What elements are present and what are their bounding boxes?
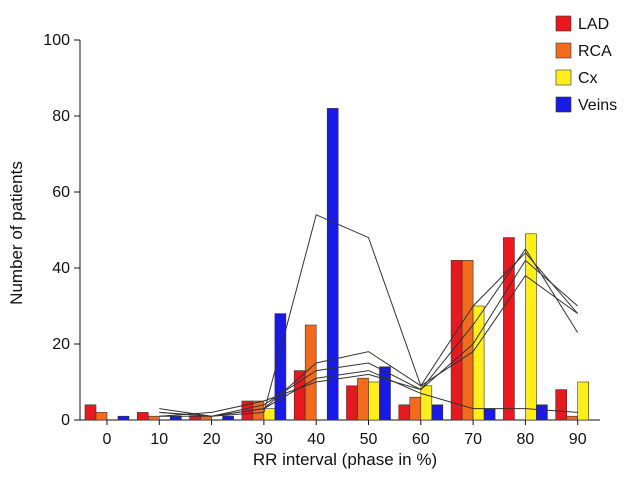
bar-lad [503, 237, 515, 421]
bar-cx [577, 381, 590, 421]
x-tick-label: 10 [150, 431, 168, 448]
x-tick-label: 60 [412, 431, 430, 448]
trend-line [159, 214, 579, 417]
legend-label-lad: LAD [578, 16, 609, 33]
x-tick-label: 40 [307, 431, 325, 448]
bar-veins [483, 408, 496, 421]
bar-rca [95, 412, 108, 421]
bar-rca [148, 415, 160, 421]
bar-veins [274, 313, 287, 421]
bar-lad [555, 389, 568, 421]
legend-swatch-cx [555, 69, 572, 86]
bar-veins [117, 415, 130, 421]
trend-line [159, 248, 579, 417]
bar-rca [566, 415, 579, 421]
trend-line [159, 370, 578, 417]
bar-lad [398, 404, 411, 421]
x-tick-label: 80 [517, 431, 535, 448]
axes-group [79, 40, 600, 421]
x-tick-label: 0 [103, 431, 112, 448]
bar-veins [222, 415, 234, 421]
x-ticks-group: 0 10 20 30 40 50 60 70 80 90 [103, 420, 587, 448]
bar-cx [525, 233, 537, 421]
bar-rca [357, 377, 369, 421]
legend-label-cx: Cx [578, 70, 598, 87]
legend-swatch-rca [555, 42, 572, 59]
x-tick-label: 20 [203, 431, 221, 448]
x-tick-label: 50 [360, 431, 378, 448]
bar-cx [263, 408, 276, 421]
bar-veins [170, 415, 182, 421]
x-tick-label: 90 [569, 431, 587, 448]
bar-rca [461, 260, 474, 421]
bar-veins [536, 404, 548, 421]
y-tick-label: 0 [61, 412, 70, 429]
legend-swatch-veins [555, 96, 572, 113]
bar-rca [304, 324, 317, 421]
bar-lad [84, 404, 97, 421]
bar-veins [326, 108, 339, 421]
y-tick-label: 60 [52, 184, 70, 201]
bar-rca [409, 396, 422, 421]
legend-swatch-lad [555, 15, 572, 32]
trend-lines-group [159, 214, 579, 417]
bar-lad [137, 412, 149, 421]
y-tick-label: 40 [52, 260, 70, 277]
bar-veins [379, 366, 391, 421]
y-ticks-group: 0 20 40 60 80 100 [43, 32, 80, 429]
legend: LAD RCA Cx Veins [555, 15, 617, 114]
bar-cx [472, 305, 485, 421]
bar-rca [252, 400, 265, 421]
trend-line [159, 259, 579, 417]
bar-cx [420, 385, 433, 421]
x-tick-label: 70 [464, 431, 482, 448]
y-axis-title: Number of patients [7, 161, 26, 305]
x-axis-title: RR interval (phase in %) [253, 450, 437, 469]
legend-label-veins: Veins [578, 97, 617, 114]
bar-cx [368, 381, 380, 421]
y-tick-label: 80 [52, 108, 70, 125]
y-tick-label: 20 [52, 336, 70, 353]
bar-lad [189, 415, 201, 421]
x-tick-label: 30 [255, 431, 273, 448]
bar-lad [346, 385, 358, 421]
bars-group [84, 108, 590, 421]
y-tick-label: 100 [43, 32, 70, 49]
legend-label-rca: RCA [578, 43, 612, 60]
bar-rca [200, 415, 212, 421]
bar-veins [431, 404, 444, 421]
